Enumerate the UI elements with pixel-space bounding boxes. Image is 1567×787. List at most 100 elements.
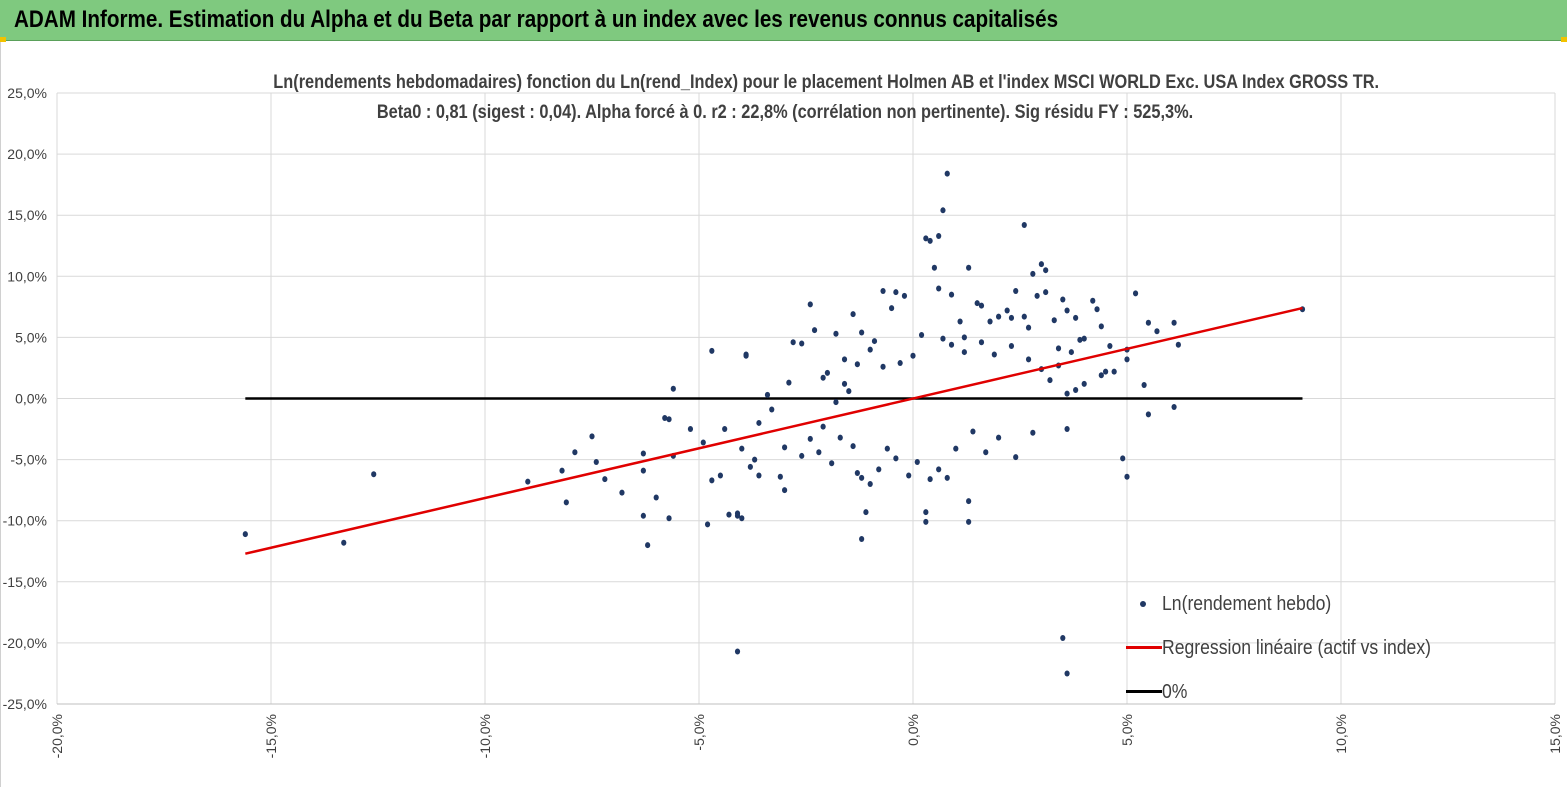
x-tick-label: 15,0%	[1547, 714, 1563, 754]
scatter-point	[841, 380, 848, 387]
scatter-point	[525, 478, 531, 485]
scatter-point	[589, 433, 595, 440]
scatter-point	[593, 459, 599, 466]
legend-line-black-icon	[1126, 678, 1162, 706]
scatter-point	[948, 341, 955, 348]
scatter-point	[1098, 323, 1104, 330]
scatter-point	[704, 521, 711, 528]
scatter-point	[918, 331, 925, 338]
scatter-point	[974, 300, 980, 307]
scatter-point	[996, 434, 1002, 441]
scatter-point	[1013, 287, 1019, 294]
x-tick-label: 5,0%	[1119, 714, 1135, 746]
legend-label-points: Ln(rendement hebdo)	[1162, 592, 1332, 615]
legend-line-red-icon	[1126, 634, 1162, 662]
scatter-point	[1081, 380, 1087, 387]
scatter-point	[996, 313, 1002, 320]
scatter-point	[983, 449, 989, 456]
scatter-point	[1025, 356, 1032, 363]
scatter-point	[1124, 473, 1130, 480]
scatter-point	[619, 489, 625, 496]
scatter-point	[837, 434, 843, 441]
scatter-point	[1034, 292, 1040, 299]
scatter-point	[1043, 289, 1049, 296]
scatter-point	[1013, 454, 1019, 461]
chart-subtitle: Beta0 : 0,81 (sigest : 0,04). Alpha forc…	[376, 102, 1194, 123]
scatter-point	[1055, 345, 1062, 352]
scatter-point	[1098, 372, 1104, 379]
scatter-point	[1064, 307, 1070, 314]
legend-item-points: Ln(rendement hebdo)	[1126, 590, 1354, 618]
scatter-point	[961, 334, 967, 341]
scatter-point	[782, 444, 788, 451]
legend-label-zero: 0%	[1162, 680, 1188, 703]
scatter-point	[854, 361, 860, 368]
legend: Ln(rendement hebdo) Regression linéaire …	[1126, 588, 1466, 708]
scatter-point	[559, 467, 565, 474]
scatter-point	[371, 471, 377, 478]
scatter-point	[880, 363, 886, 370]
report-title: ADAM Informe. Estimation du Alpha et du …	[14, 6, 1059, 33]
scatter-point	[859, 536, 865, 543]
scatter-point	[739, 445, 745, 452]
y-tick-label: -15,0%	[3, 574, 47, 590]
scatter-point	[820, 423, 826, 430]
x-tick-label: -10,0%	[477, 714, 493, 758]
scatter-point	[807, 301, 813, 308]
scatter-point	[944, 170, 950, 177]
scatter-point	[640, 512, 646, 519]
scatter-point	[820, 374, 826, 381]
scatter-point	[769, 406, 775, 413]
scatter-point	[931, 264, 938, 271]
scatter-point	[961, 349, 967, 356]
y-tick-label: 5,0%	[15, 329, 47, 345]
scatter-point	[936, 466, 942, 473]
scatter-point	[242, 531, 248, 538]
scatter-point	[790, 339, 796, 346]
scatter-point	[807, 435, 813, 442]
x-tick-label: -5,0%	[691, 714, 707, 751]
banner-corner-left	[0, 37, 6, 43]
legend-item-regression: Regression linéaire (actif vs index)	[1126, 634, 1468, 662]
scatter-point	[1154, 328, 1160, 335]
scatter-point	[1008, 314, 1015, 321]
scatter-point	[859, 329, 865, 336]
scatter-point	[799, 452, 805, 459]
legend-dot-icon	[1126, 590, 1162, 618]
scatter-point	[709, 347, 715, 354]
scatter-point	[1051, 317, 1057, 324]
scatter-point	[799, 340, 805, 347]
scatter-point	[739, 515, 745, 522]
scatter-point	[1077, 336, 1083, 343]
scatter-point	[923, 509, 929, 516]
scatter-point	[1064, 426, 1070, 433]
scatter-point	[764, 391, 771, 398]
scatter-point	[884, 445, 890, 452]
scatter-point	[640, 467, 646, 474]
x-tick-label: -15,0%	[263, 714, 279, 758]
scatter-point	[897, 360, 903, 367]
scatter-point	[743, 352, 749, 359]
scatter-point	[734, 648, 741, 655]
scatter-point	[923, 235, 929, 242]
scatter-point	[889, 305, 895, 312]
scatter-point	[747, 463, 753, 470]
scatter-point	[829, 460, 835, 467]
scatter-point	[786, 379, 792, 386]
scatter-point	[709, 477, 715, 484]
scatter-point	[833, 399, 839, 406]
scatter-point	[811, 327, 818, 334]
y-tick-label: -25,0%	[3, 696, 47, 712]
banner-corner-right	[1561, 37, 1567, 43]
scatter-point	[640, 450, 646, 457]
scatter-point	[824, 369, 831, 376]
scatter-point	[1021, 221, 1027, 228]
scatter-point	[867, 481, 873, 488]
scatter-point	[1103, 368, 1109, 375]
scatter-point	[1120, 455, 1126, 462]
scatter-point	[957, 318, 963, 325]
scatter-point	[756, 472, 762, 479]
scatter-point	[1081, 335, 1087, 342]
scatter-point	[867, 346, 873, 353]
